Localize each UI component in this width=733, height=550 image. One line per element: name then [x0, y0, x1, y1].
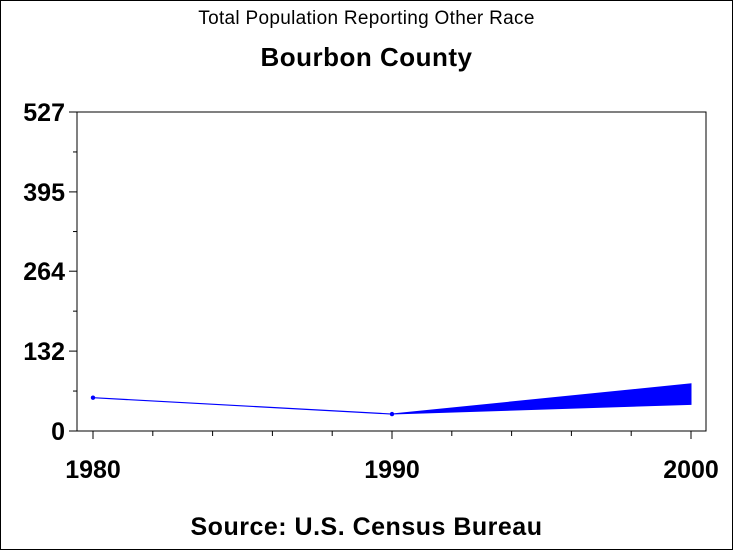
- y-tick-label: 395: [23, 179, 65, 207]
- chart-title: Total Population Reporting Other Race: [198, 8, 535, 29]
- range-band: [391, 383, 692, 415]
- data-point: [389, 411, 395, 417]
- chart-subtitle: Bourbon County: [260, 42, 473, 72]
- y-tick-label: 527: [23, 99, 65, 127]
- y-tick-label: 0: [51, 418, 65, 446]
- data-point: [90, 395, 96, 400]
- x-tick-label: 1990: [364, 456, 420, 484]
- source-note: Source: U.S. Census Bureau: [190, 513, 543, 541]
- x-tick-label: 2000: [663, 456, 719, 484]
- y-tick-label: 132: [23, 338, 65, 366]
- plot-area: [76, 111, 707, 432]
- series-line: [92, 397, 393, 415]
- x-tick-label: 1980: [65, 456, 121, 484]
- y-tick-label: 264: [23, 258, 65, 286]
